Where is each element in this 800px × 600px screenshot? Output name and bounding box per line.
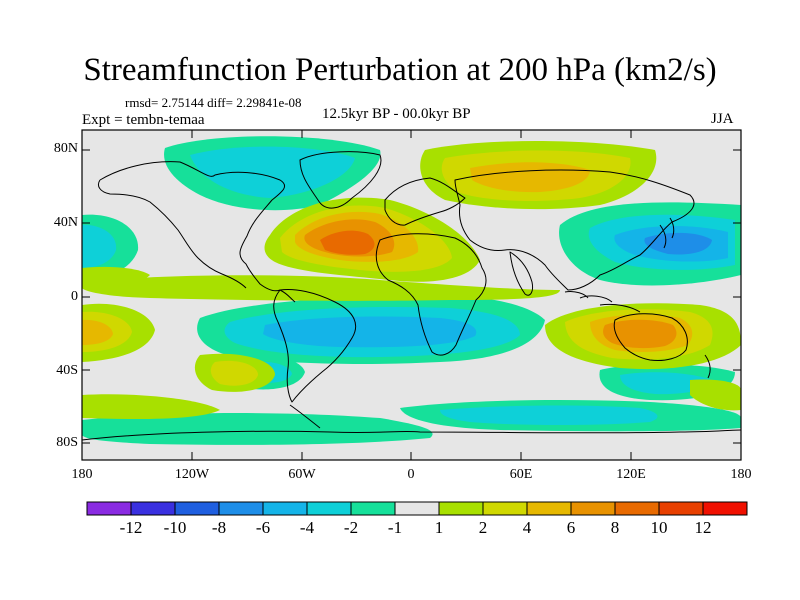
colorbar-swatch <box>130 501 176 516</box>
colorbar-swatch <box>614 501 660 516</box>
colorbar-swatch <box>86 501 132 516</box>
colorbar-label: -6 <box>255 518 271 537</box>
lat-label-40n: 40N <box>53 215 78 230</box>
lat-label-80n: 80N <box>53 141 78 156</box>
colorbar-swatch <box>218 501 264 516</box>
colorbar-label: 12 <box>694 518 712 537</box>
contour-neg-west-pacific-core <box>82 224 117 268</box>
lon-label-0: 0 <box>407 467 415 482</box>
contour-neg-southern <box>82 413 433 445</box>
contour-pos-east-pacific-south-core <box>82 319 113 345</box>
experiment-label: Expt = tembn-temaa <box>82 112 205 128</box>
coast-antarctica <box>82 429 741 441</box>
colorbar-swatch <box>702 501 748 516</box>
lon-label-180w: 180 <box>71 467 93 482</box>
colorbar-label: 6 <box>566 518 576 537</box>
coast-europe <box>384 177 466 226</box>
colorbar-swatch <box>174 501 220 516</box>
lon-label-120e: 120E <box>616 467 646 482</box>
colorbar-label: -12 <box>119 518 143 537</box>
coast-greenland <box>299 151 382 209</box>
contour-pos-tropical-east <box>82 275 560 301</box>
coast-antarctic-peninsula <box>289 404 321 429</box>
plot-title: Streamfunction Perturbation at 200 hPa (… <box>83 52 717 88</box>
coast-africa <box>375 233 487 356</box>
coast-new-zealand <box>704 354 711 379</box>
contour-pos-antarctic-east <box>690 379 741 411</box>
colorbar-swatch <box>658 501 704 516</box>
colorbar-label: 8 <box>610 518 620 537</box>
colorbar-swatch <box>350 501 396 516</box>
colorbar-swatch <box>262 501 308 516</box>
contour-neg-pacific-north-peak <box>644 232 712 255</box>
lon-label-60e: 60E <box>509 467 533 482</box>
colorbar-swatch <box>482 501 528 516</box>
contour-neg-south-pacific-mid <box>620 372 712 395</box>
coast-maritime <box>564 291 641 313</box>
colorbar-label: 4 <box>522 518 532 537</box>
coast-south-america <box>273 289 357 403</box>
lat-label-80s: 80S <box>56 435 78 450</box>
contour-neg-arctic-inner <box>190 146 355 198</box>
colorbar-label: -8 <box>211 518 227 537</box>
contour-pos-south-pacific-core <box>210 360 258 386</box>
contour-field <box>82 130 741 460</box>
contour-pos-antarctic <box>82 394 220 420</box>
stats-line: rmsd= 2.75144 diff= 2.29841e-08 <box>125 95 302 110</box>
season-label: JJA <box>711 111 734 127</box>
contour-neg-southern-east-mid <box>440 405 658 425</box>
colorbar-label: 10 <box>650 518 668 537</box>
coast-india <box>509 251 533 296</box>
contour-neg-atlantic-south-core <box>263 316 477 348</box>
colorbar-swatch <box>306 501 352 516</box>
colorbar-label: -1 <box>387 518 403 537</box>
colorbar-label: 2 <box>478 518 488 537</box>
contour-pos-west-tropics <box>82 266 150 285</box>
colorbar-label: 1 <box>434 518 444 537</box>
lat-label-0: 0 <box>71 289 78 304</box>
contour-pos-australia-strong <box>603 319 677 349</box>
colorbar-swatch <box>438 501 484 516</box>
coastlines <box>82 151 741 441</box>
coast-asia <box>454 169 695 291</box>
colorbar-label: -4 <box>299 518 315 537</box>
contour-shapes <box>82 136 741 445</box>
coast-north-america <box>97 161 296 303</box>
coast-japan <box>659 217 675 249</box>
coast-australia <box>613 313 688 361</box>
colorbar-label: -2 <box>343 518 359 537</box>
colorbar <box>86 501 748 516</box>
colorbar-label: -10 <box>163 518 187 537</box>
lon-label-60w: 60W <box>288 467 316 482</box>
lon-label-120w: 120W <box>174 467 210 482</box>
lat-label-40s: 40S <box>56 363 78 378</box>
contour-pos-atlantic-north-peak <box>320 230 375 255</box>
axis-ticks <box>81 130 742 460</box>
colorbar-swatch <box>394 501 440 516</box>
colorbar-swatch <box>570 501 616 516</box>
lon-label-180e: 180 <box>730 467 752 482</box>
period-label: 12.5kyr BP - 00.0kyr BP <box>322 106 471 122</box>
colorbar-swatch <box>526 501 572 516</box>
